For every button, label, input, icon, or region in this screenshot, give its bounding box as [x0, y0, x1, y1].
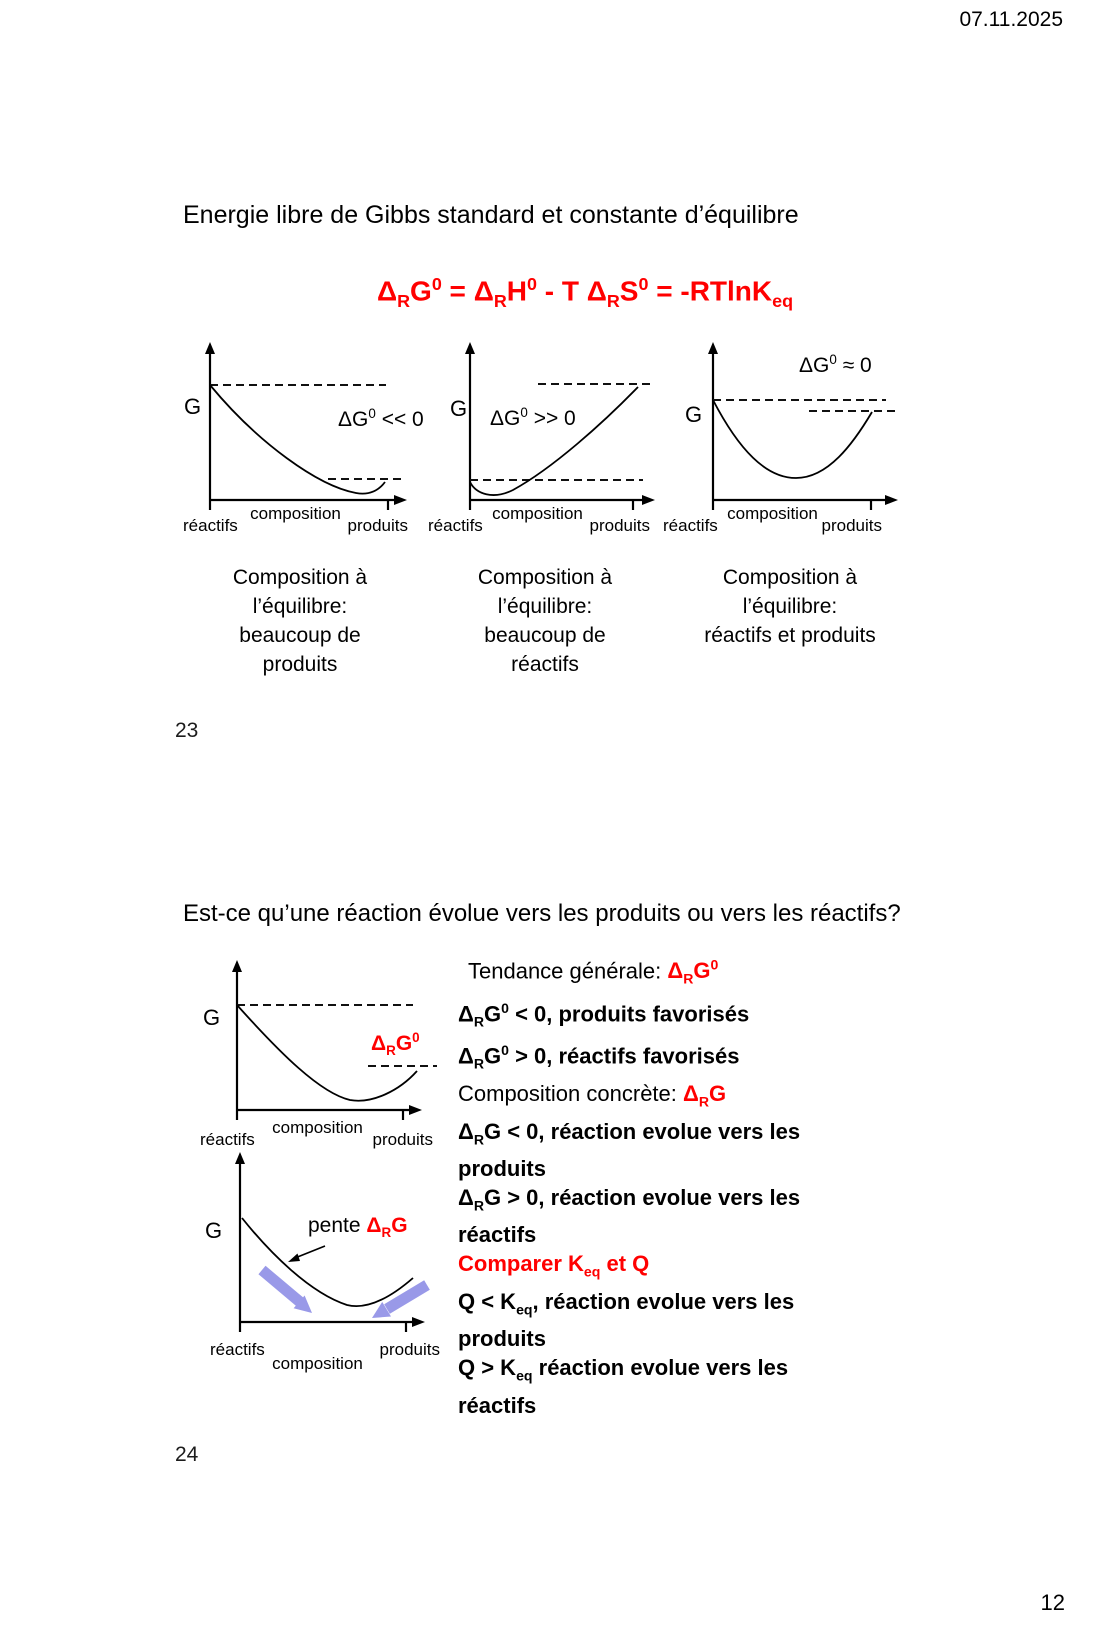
- delta-g-annotation: ΔG0 >> 0: [490, 405, 576, 430]
- graph-dg-near-zero: G ΔG0 ≈ 0 composition réactifs produits: [663, 338, 916, 543]
- caption-graph3: Composition à l’équilibre: réactifs et p…: [704, 566, 876, 647]
- x-end-label: produits: [372, 1130, 433, 1149]
- tendance-rule-products: ΔRG0 < 0, produits favorisés: [458, 999, 750, 1030]
- y-axis-arrow-icon: [232, 960, 242, 972]
- gibbs-equation: ΔRG0 = ΔRH0 - T ΔRS0 = -RTlnKeq: [376, 274, 794, 311]
- y-axis-arrow-icon: [235, 1152, 245, 1164]
- x-start-label: réactifs: [663, 516, 718, 535]
- tendance-heading: Tendance générale: ΔRG0: [458, 951, 938, 994]
- delta-g-annotation: ΔG0 ≈ 0: [799, 352, 872, 377]
- tendance-label: Tendance générale:: [468, 958, 668, 984]
- x-axis-label: composition: [727, 504, 818, 523]
- free-energy-curve: [241, 1217, 414, 1307]
- x-end-label: produits: [821, 516, 882, 535]
- comparer-heading: Comparer Keq et Q: [458, 1251, 650, 1280]
- y-axis-arrow-icon: [708, 342, 718, 354]
- toward-products-arrowhead-icon: [293, 1295, 312, 1313]
- x-axis-arrow-icon: [412, 1317, 425, 1327]
- comparer-rule-products: Q < Keq, réaction evolue vers les produi…: [458, 1288, 795, 1352]
- slope-pointer-line: [294, 1245, 326, 1259]
- y-axis-arrow-icon: [465, 342, 475, 354]
- graph-dg-very-negative-plot: [205, 342, 407, 510]
- graph-dg-very-negative: G ΔG0 << 0 composition réactifs produits: [178, 338, 424, 543]
- toward-products-arrow-icon: [258, 1265, 304, 1307]
- slope-pointer-arrowhead-icon: [288, 1253, 300, 1262]
- tendance-rule-reactants: ΔRG0 > 0, réactifs favorisés: [458, 1042, 740, 1073]
- delta-g-annotation: ΔG0 << 0: [338, 406, 424, 431]
- y-axis-label: G: [450, 396, 468, 421]
- x-start-label: réactifs: [428, 516, 483, 535]
- slope-label: pente ΔRG: [308, 1214, 408, 1240]
- free-energy-curve: [712, 399, 873, 479]
- x-end-label: produits: [347, 516, 408, 535]
- y-axis-label: G: [184, 394, 202, 419]
- slide24-number: 24: [175, 1443, 199, 1466]
- composition-label: Composition concrète:: [458, 1081, 683, 1107]
- x-axis-label: composition: [492, 504, 583, 523]
- toward-reactants-arrow-icon: [384, 1280, 430, 1314]
- delta-rg0-annotation: ΔRG0: [371, 1030, 420, 1059]
- graph-dg-very-positive-plot: [465, 342, 655, 510]
- slide23-title: Energie libre de Gibbs standard et const…: [183, 201, 799, 229]
- x-axis-label: composition: [272, 1118, 363, 1137]
- x-axis-arrow-icon: [394, 495, 407, 505]
- graph-dg-near-zero-plot: [708, 342, 898, 510]
- x-start-label: réactifs: [200, 1130, 255, 1149]
- date-label: 07.11.2025: [959, 8, 1063, 31]
- free-energy-curve: [469, 386, 639, 496]
- graph-dg-very-positive: G ΔG0 >> 0 composition réactifs produits: [428, 338, 673, 543]
- caption-graph1: Composition à l’équilibre: beaucoup de p…: [232, 566, 368, 676]
- slide24-text-column: Tendance générale: ΔRG0 ΔRG0 < 0, produi…: [458, 951, 938, 1420]
- y-axis-label: G: [203, 1005, 221, 1030]
- slope-label-prefix: pente: [308, 1214, 367, 1237]
- x-axis-arrow-icon: [885, 495, 898, 505]
- graph-standard-delta-g-plot: [232, 960, 437, 1120]
- graph-reaction-direction: G pente ΔRG réactifs produits compositio…: [195, 1148, 440, 1388]
- composition-rule-reactants: ΔRG > 0, réaction evolue vers les réacti…: [458, 1184, 801, 1248]
- free-energy-curve: [236, 1004, 418, 1102]
- page-number: 12: [1040, 1590, 1065, 1615]
- slide23-number: 23: [175, 719, 199, 742]
- x-end-label: produits: [589, 516, 650, 535]
- y-axis-label: G: [205, 1218, 223, 1243]
- graph-reaction-direction-plot: [235, 1152, 430, 1332]
- toward-reactants-arrowhead-icon: [372, 1301, 391, 1318]
- slope-label-term: ΔRG: [366, 1214, 408, 1241]
- graph-standard-delta-g: G ΔRG0 composition réactifs produits: [195, 958, 440, 1168]
- x-axis-arrow-icon: [409, 1105, 422, 1115]
- x-start-label: réactifs: [183, 516, 238, 535]
- caption-graph2: Composition à l’équilibre: beaucoup de r…: [477, 566, 613, 676]
- y-axis-arrow-icon: [205, 342, 215, 354]
- comparer-rule-reactants: Q > Keq réaction evolue vers les réactif…: [458, 1355, 789, 1418]
- y-axis-label: G: [685, 402, 703, 427]
- x-axis-label: composition: [272, 1354, 363, 1373]
- slide24-title: Est-ce qu’une réaction évolue vers les p…: [183, 900, 901, 927]
- tendance-term: ΔRG0: [667, 957, 719, 987]
- x-axis-arrow-icon: [642, 495, 655, 505]
- x-start-label: réactifs: [210, 1340, 265, 1359]
- composition-heading: Composition concrète: ΔRG: [458, 1079, 938, 1116]
- composition-rule-products: ΔRG < 0, réaction evolue vers les produi…: [458, 1118, 801, 1181]
- x-end-label: produits: [379, 1340, 440, 1359]
- x-axis-label: composition: [250, 504, 341, 523]
- composition-term: ΔRG: [683, 1081, 727, 1110]
- free-energy-curve: [209, 384, 386, 495]
